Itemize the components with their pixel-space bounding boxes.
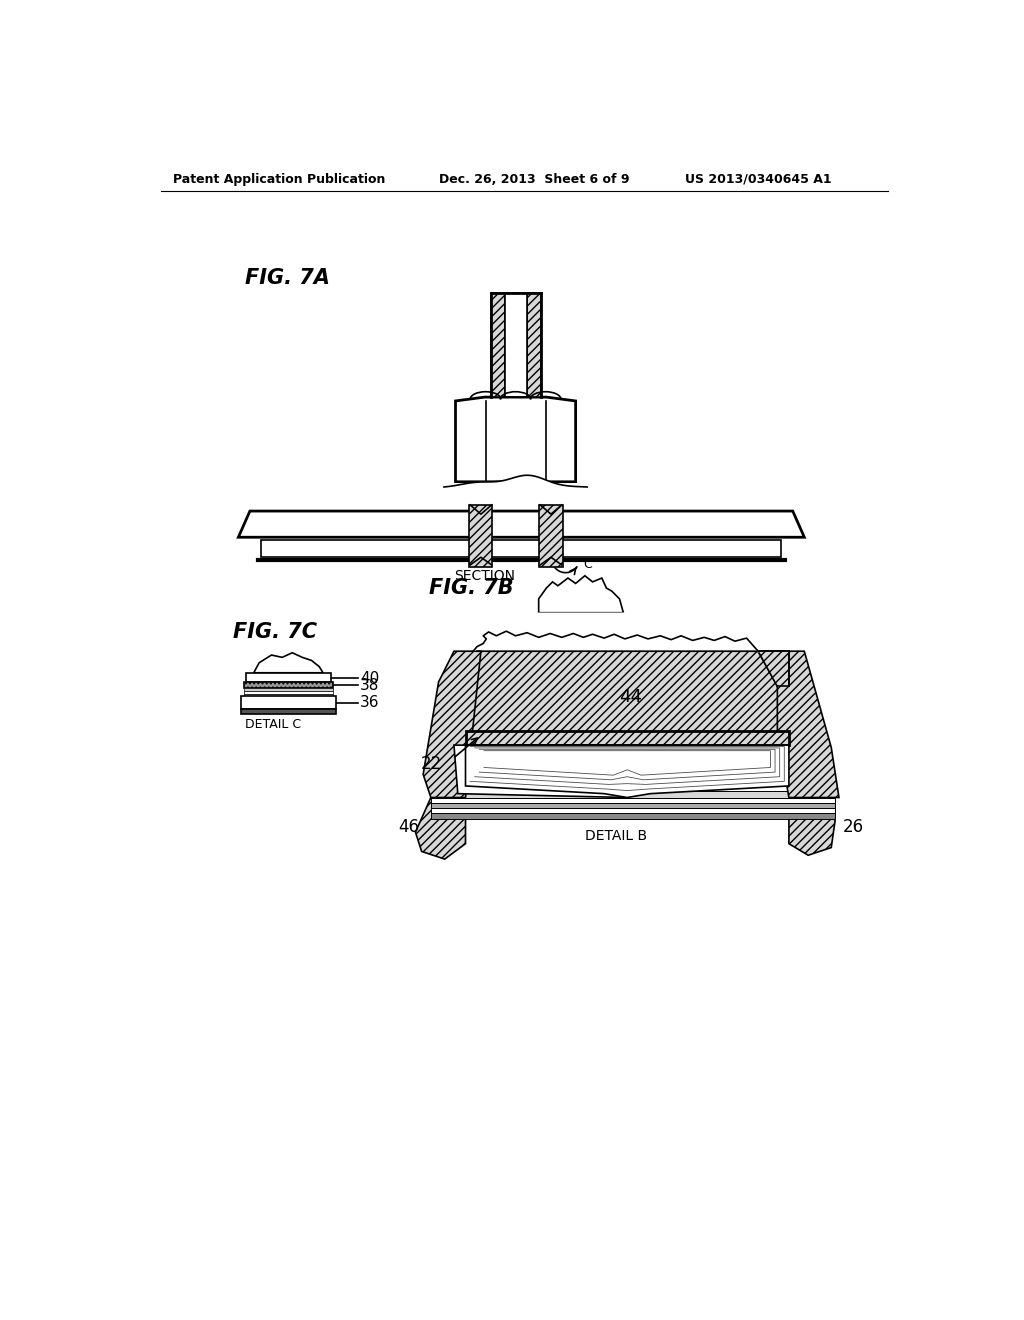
Text: DETAIL B: DETAIL B <box>585 829 647 843</box>
Text: SECTION: SECTION <box>455 569 515 582</box>
Polygon shape <box>423 651 481 797</box>
Text: 26: 26 <box>843 818 864 836</box>
Polygon shape <box>241 696 336 709</box>
Polygon shape <box>244 692 333 693</box>
Text: 40: 40 <box>360 671 379 685</box>
Text: Patent Application Publication: Patent Application Publication <box>173 173 385 186</box>
Polygon shape <box>254 653 323 673</box>
Polygon shape <box>777 651 839 797</box>
Text: US 2013/0340645 A1: US 2013/0340645 A1 <box>685 173 831 186</box>
Polygon shape <box>431 808 836 814</box>
Polygon shape <box>454 651 788 733</box>
Polygon shape <box>539 576 624 612</box>
Text: FIG. 7B: FIG. 7B <box>429 578 514 598</box>
Polygon shape <box>454 744 628 797</box>
Polygon shape <box>505 293 527 397</box>
Text: Dec. 26, 2013  Sheet 6 of 9: Dec. 26, 2013 Sheet 6 of 9 <box>438 173 629 186</box>
Polygon shape <box>416 797 466 859</box>
Text: 46: 46 <box>398 818 419 836</box>
Text: C: C <box>584 557 592 570</box>
Polygon shape <box>431 792 836 797</box>
Polygon shape <box>758 651 788 686</box>
Polygon shape <box>244 682 333 688</box>
Polygon shape <box>246 673 331 682</box>
Text: 22: 22 <box>421 755 442 774</box>
Polygon shape <box>456 397 575 482</box>
Text: 38: 38 <box>360 677 380 693</box>
Polygon shape <box>239 511 804 537</box>
Polygon shape <box>490 293 505 397</box>
Polygon shape <box>244 688 333 692</box>
Text: FIG. 7C: FIG. 7C <box>233 622 317 642</box>
Text: 36: 36 <box>360 696 380 710</box>
Polygon shape <box>466 744 788 797</box>
Polygon shape <box>469 506 493 566</box>
Polygon shape <box>244 693 333 696</box>
Polygon shape <box>241 709 336 714</box>
Polygon shape <box>431 803 836 809</box>
Polygon shape <box>261 540 781 557</box>
Polygon shape <box>466 731 788 744</box>
Polygon shape <box>527 293 541 397</box>
Text: 44: 44 <box>620 689 643 706</box>
Polygon shape <box>788 797 836 855</box>
Polygon shape <box>431 813 836 818</box>
Text: FIG. 7A: FIG. 7A <box>245 268 330 288</box>
Polygon shape <box>431 797 836 804</box>
Polygon shape <box>539 506 563 566</box>
Text: DETAIL C: DETAIL C <box>245 718 301 731</box>
